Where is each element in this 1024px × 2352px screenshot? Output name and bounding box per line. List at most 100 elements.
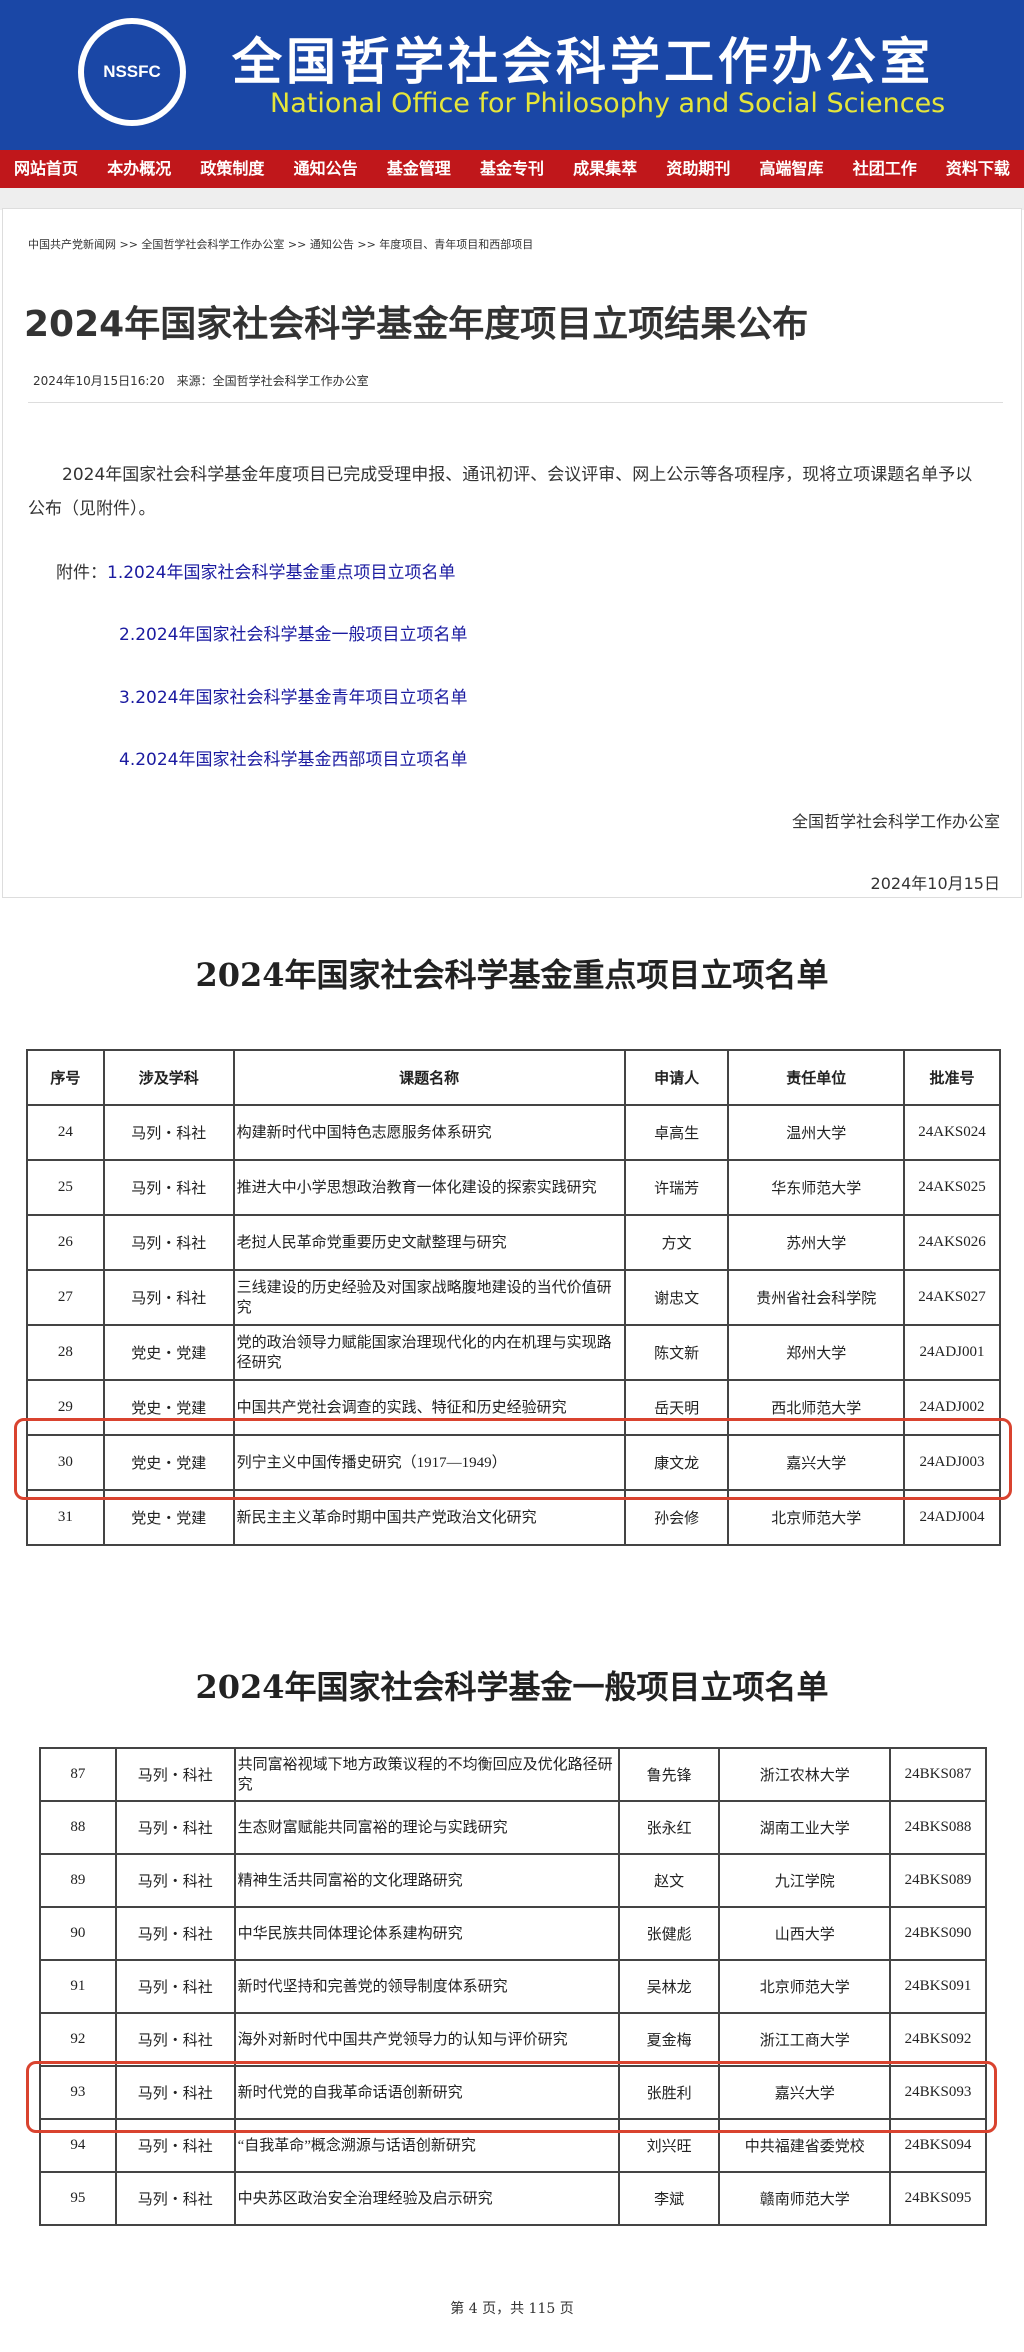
- cell-topic: 推进大中小学思想政治教育一体化建设的探索实践研究: [232, 1159, 626, 1216]
- cell-approval-number: 24ADJ002: [903, 1379, 1001, 1436]
- cell-topic: 新时代党的自我革命话语创新研究: [233, 2065, 620, 2120]
- cell-row-number: 26: [26, 1214, 105, 1271]
- cell-approval-number: 24BKS088: [889, 1800, 987, 1855]
- divider: [0, 188, 1024, 210]
- nav-item[interactable]: 通知公告: [293, 159, 358, 178]
- column-header-row-number: 序号: [26, 1049, 105, 1106]
- divider: [28, 402, 1003, 403]
- cell-subject: 马列・科社: [102, 1159, 235, 1216]
- highlight-box: [14, 1418, 1012, 1500]
- nav-item[interactable]: 基金专刊: [479, 159, 544, 178]
- cell-row-number: 30: [26, 1434, 105, 1491]
- nav-item[interactable]: 基金管理: [386, 159, 451, 178]
- cell-institution: 嘉兴大学: [718, 2065, 892, 2120]
- cell-approval-number: 24BKS095: [889, 2171, 987, 2226]
- cell-subject: 马列・科社: [102, 1269, 235, 1326]
- cell-subject: 马列・科社: [114, 1853, 236, 1908]
- cell-approval-number: 24BKS093: [889, 2065, 987, 2120]
- nssfc-logo[interactable]: NSSFC: [78, 18, 186, 126]
- nav-item[interactable]: 社团工作: [852, 159, 917, 178]
- cell-applicant: 许瑞芳: [623, 1159, 730, 1216]
- column-header-topic: 课题名称: [232, 1049, 626, 1106]
- cell-institution: 苏州大学: [727, 1214, 906, 1271]
- attachment-link[interactable]: 1.2024年国家社会科学基金重点项目立项名单: [107, 563, 456, 583]
- table-row: 91 马列・科社 新时代坚持和完善党的领导制度体系研究 吴林龙 北京师范大学 24BKS0…: [39, 1959, 987, 2014]
- cell-topic: “自我革命”概念溯源与话语创新研究: [233, 2118, 620, 2173]
- attachment-link[interactable]: 2.2024年国家社会科学基金一般项目立项名单: [119, 625, 468, 645]
- cell-row-number: 88: [39, 1800, 117, 1855]
- table-row: 26 马列・科社 老挝人民革命党重要历史文献整理与研究 方文 苏州大学 24AKS026: [26, 1214, 1001, 1271]
- attachment-link[interactable]: 3.2024年国家社会科学基金青年项目立项名单: [119, 688, 468, 708]
- table2-title: 2024年国家社会科学基金一般项目立项名单: [195, 1668, 829, 1706]
- page-footer: 第 4 页，共 115 页: [450, 2301, 574, 2317]
- cell-topic: 构建新时代中国特色志愿服务体系研究: [232, 1104, 626, 1161]
- attachments-label: 附件：: [56, 563, 107, 583]
- table-header-row: 序号 涉及学科 课题名称 申请人 责任单位 批准号: [26, 1049, 1001, 1106]
- cell-row-number: 93: [39, 2065, 117, 2120]
- cell-row-number: 90: [39, 1906, 117, 1961]
- highlight-box: [26, 2061, 997, 2133]
- nav-item[interactable]: 本办概况: [107, 159, 172, 178]
- cell-subject: 党史・党建: [102, 1379, 235, 1436]
- cell-approval-number: 24BKS087: [889, 1747, 987, 1802]
- cell-institution: 西北师范大学: [727, 1379, 906, 1436]
- nav-item[interactable]: 资料下载: [945, 159, 1010, 178]
- cell-applicant: 赵文: [617, 1853, 721, 1908]
- cell-applicant: 刘兴旺: [617, 2118, 721, 2173]
- cell-row-number: 92: [39, 2012, 117, 2067]
- cell-applicant: 张永红: [617, 1800, 721, 1855]
- cell-approval-number: 24AKS027: [903, 1269, 1001, 1326]
- attachment-link[interactable]: 4.2024年国家社会科学基金西部项目立项名单: [119, 750, 468, 770]
- cell-institution: 中共福建省委党校: [718, 2118, 892, 2173]
- cell-topic: 精神生活共同富裕的文化理路研究: [233, 1853, 620, 1908]
- nav-item[interactable]: 成果集萃: [573, 159, 638, 178]
- cell-topic: 列宁主义中国传播史研究（1917—1949）: [232, 1434, 626, 1491]
- table-row: 93 马列・科社 新时代党的自我革命话语创新研究 张胜利 嘉兴大学 24BKS093: [39, 2065, 987, 2120]
- table-row: 88 马列・科社 生态财富赋能共同富裕的理论与实践研究 张永红 湖南工业大学 24BKS0…: [39, 1800, 987, 1855]
- cell-topic: 新时代坚持和完善党的领导制度体系研究: [233, 1959, 620, 2014]
- nav-item[interactable]: 网站首页: [14, 159, 79, 178]
- nav-item[interactable]: 高端智库: [759, 159, 824, 178]
- site-title: 全国哲学社会科学工作办公室: [232, 32, 934, 91]
- cell-row-number: 27: [26, 1269, 105, 1326]
- cell-topic: 共同富裕视域下地方政策议程的不均衡回应及优化路径研究: [233, 1747, 620, 1802]
- cell-row-number: 95: [39, 2171, 117, 2226]
- breadcrumb[interactable]: 中国共产党新闻网 >> 全国哲学社会科学工作办公室 >> 通知公告 >> 年度项…: [28, 238, 534, 251]
- cell-institution: 郑州大学: [727, 1324, 906, 1381]
- table-row: 87 马列・科社 共同富裕视域下地方政策议程的不均衡回应及优化路径研究 鲁先锋 浙江农林…: [39, 1747, 987, 1802]
- table-row: 30 党史・党建 列宁主义中国传播史研究（1917—1949） 康文龙 嘉兴大学 24AD…: [26, 1434, 1001, 1491]
- article-card: [2, 208, 1022, 898]
- cell-institution: 浙江农林大学: [718, 1747, 892, 1802]
- cell-institution: 浙江工商大学: [718, 2012, 892, 2067]
- cell-institution: 温州大学: [727, 1104, 906, 1161]
- cell-row-number: 29: [26, 1379, 105, 1436]
- article-meta: 2024年10月15日16:20 来源：全国哲学社会科学工作办公室: [33, 374, 369, 388]
- cell-topic: 老挝人民革命党重要历史文献整理与研究: [232, 1214, 626, 1271]
- cell-applicant: 李斌: [617, 2171, 721, 2226]
- cell-approval-number: 24AKS024: [903, 1104, 1001, 1161]
- cell-applicant: 方文: [623, 1214, 730, 1271]
- cell-topic: 中国共产党社会调查的实践、特征和历史经验研究: [232, 1379, 626, 1436]
- cell-institution: 湖南工业大学: [718, 1800, 892, 1855]
- article-title: 2024年国家社会科学基金年度项目立项结果公布: [24, 304, 809, 345]
- column-header-institution: 责任单位: [727, 1049, 906, 1106]
- cell-row-number: 91: [39, 1959, 117, 2014]
- site-subtitle: National Office for Philosophy and Socia…: [270, 88, 946, 119]
- cell-row-number: 87: [39, 1747, 117, 1802]
- cell-applicant: 鲁先锋: [617, 1747, 721, 1802]
- nav-item[interactable]: 政策制度: [200, 159, 265, 178]
- cell-approval-number: 24BKS091: [889, 1959, 987, 2014]
- cell-row-number: 24: [26, 1104, 105, 1161]
- table-row: 89 马列・科社 精神生活共同富裕的文化理路研究 赵文 九江学院 24BKS089: [39, 1853, 987, 1908]
- cell-institution: 嘉兴大学: [727, 1434, 906, 1491]
- cell-row-number: 25: [26, 1159, 105, 1216]
- cell-subject: 马列・科社: [114, 1800, 236, 1855]
- cell-subject: 马列・科社: [102, 1214, 235, 1271]
- table-row: 29 党史・党建 中国共产党社会调查的实践、特征和历史经验研究 岳天明 西北师范大学 24…: [26, 1379, 1001, 1436]
- nav-item[interactable]: 资助期刊: [666, 159, 731, 178]
- cell-subject: 马列・科社: [114, 2012, 236, 2067]
- cell-subject: 马列・科社: [114, 1747, 236, 1802]
- cell-row-number: 89: [39, 1853, 117, 1908]
- cell-subject: 马列・科社: [114, 2171, 236, 2226]
- cell-topic: 海外对新时代中国共产党领导力的认知与评价研究: [233, 2012, 620, 2067]
